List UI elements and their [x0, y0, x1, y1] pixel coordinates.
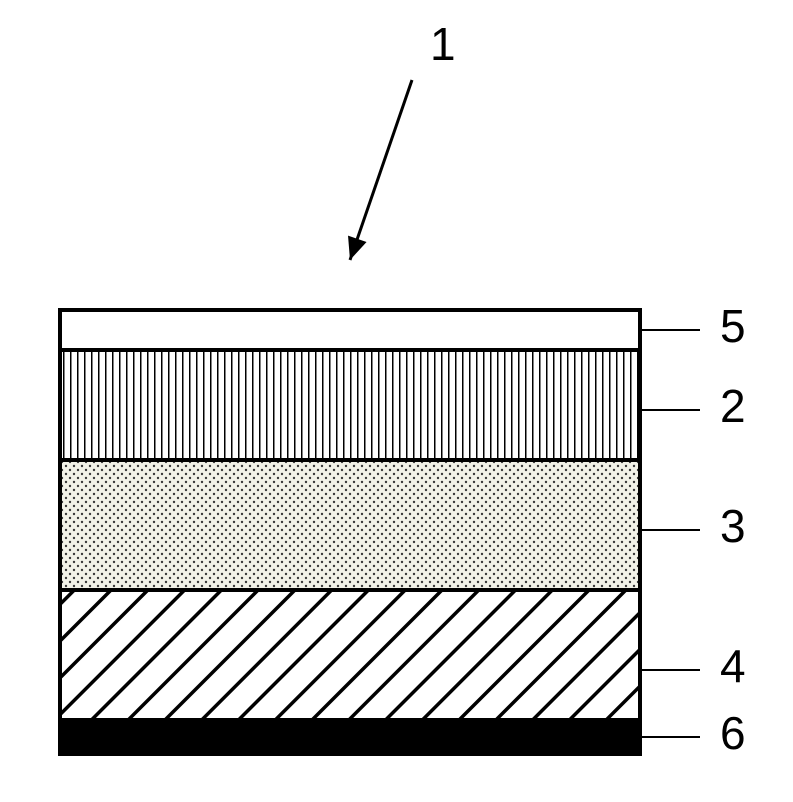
- layer-5: [60, 310, 640, 350]
- layer-stack: [60, 310, 640, 754]
- layer-label-5: 5: [720, 300, 746, 352]
- layer-2: [60, 350, 640, 460]
- layer-diagram: 5 2 3 4 6 1: [0, 0, 793, 802]
- layer-6: [60, 720, 640, 754]
- layer-label-2: 2: [720, 380, 746, 432]
- pointer-line: [350, 80, 412, 260]
- layer-3: [60, 460, 640, 590]
- pointer-arrowhead: [348, 236, 367, 260]
- leader-lines: 5 2 3 4 6: [640, 300, 746, 759]
- pointer-arrow: 1: [348, 18, 456, 260]
- layer-label-3: 3: [720, 500, 746, 552]
- layer-4: [60, 590, 640, 720]
- layer-label-4: 4: [720, 640, 746, 692]
- pointer-label: 1: [430, 18, 456, 70]
- layer-label-6: 6: [720, 707, 746, 759]
